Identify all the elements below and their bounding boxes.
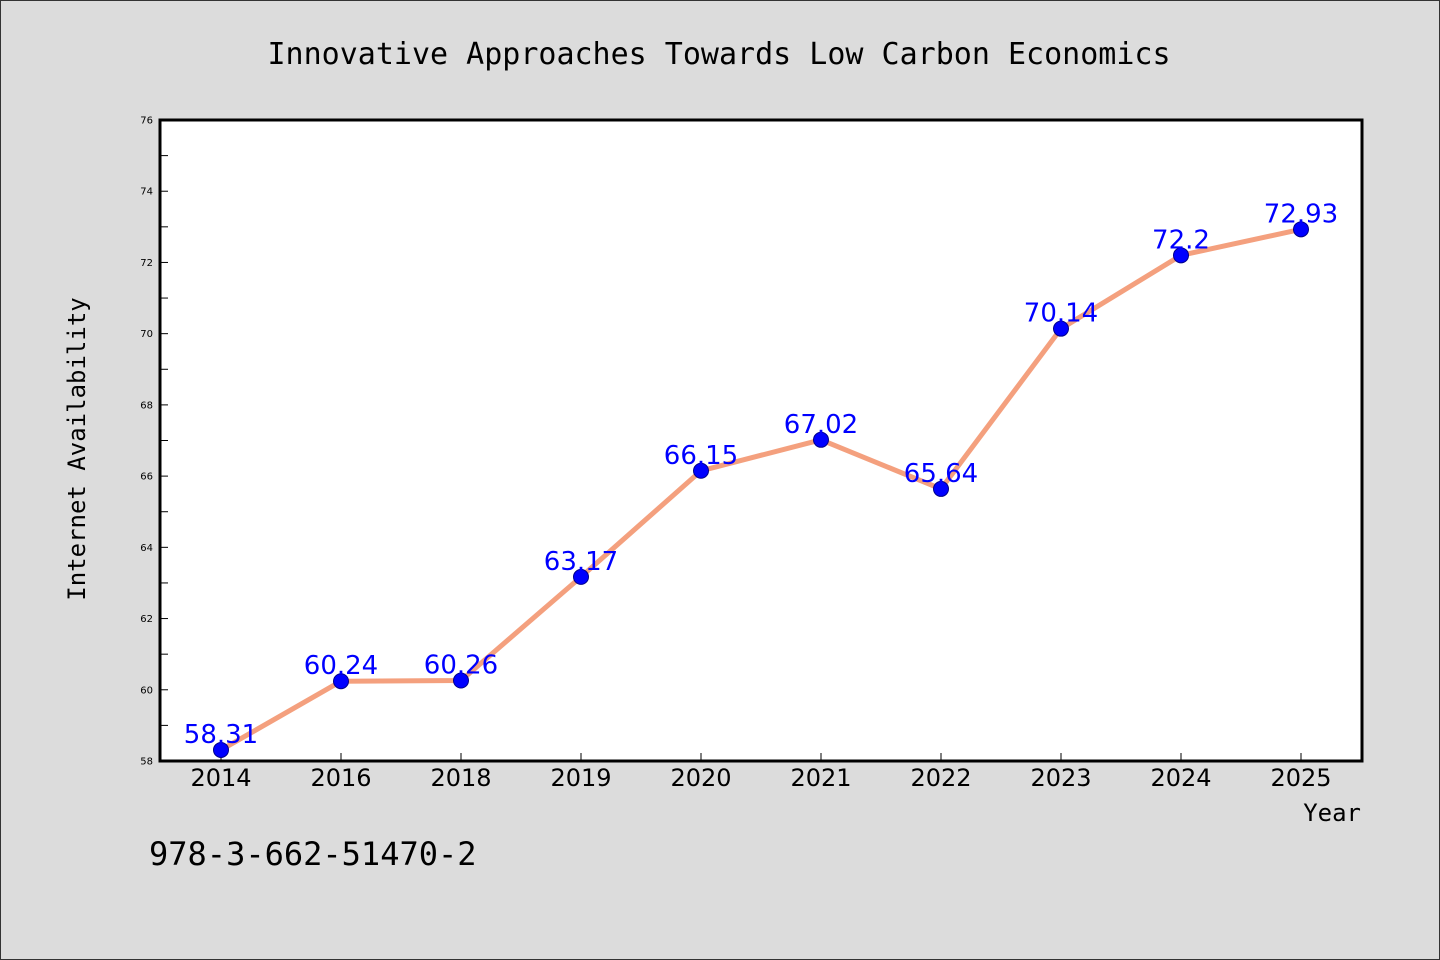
y-tick-label: 58 xyxy=(140,757,153,768)
y-axis-label: Internet Availability xyxy=(63,297,91,600)
data-point-label: 60.24 xyxy=(304,651,378,681)
series-line xyxy=(218,226,1304,753)
data-point-label: 65.64 xyxy=(904,459,978,489)
data-point-marker xyxy=(213,741,229,758)
data-point-marker xyxy=(1053,320,1069,337)
y-tick-label: 70 xyxy=(140,329,153,340)
x-axis: 2014 2016 2018 2019 2020 2021 2022 2023 2024 2025 xyxy=(190,753,1332,792)
data-point-label: 58.31 xyxy=(184,720,258,750)
data-point-label: 67.02 xyxy=(784,410,858,440)
data-point-marker xyxy=(813,431,829,448)
y-axis: 58 60 62 64 66 68 70 72 74 76 xyxy=(140,116,168,768)
isbn-annotation: 978-3-662-51470-2 xyxy=(149,835,477,873)
x-tick-label: 2025 xyxy=(1270,764,1331,792)
data-point-marker xyxy=(693,462,709,479)
series-group: 58.31 60.24 60.26 63.17 66.15 67.02 65.64 70.14… xyxy=(184,199,1338,758)
data-point-label: 72.93 xyxy=(1264,199,1338,229)
data-point-label: 72.2 xyxy=(1152,225,1210,255)
x-tick-label: 2023 xyxy=(1030,764,1091,792)
data-point-label: 60.26 xyxy=(424,651,498,681)
data-point-marker xyxy=(573,568,589,585)
data-point-label: 66.15 xyxy=(664,441,738,471)
y-tick-label: 72 xyxy=(140,258,153,269)
x-tick-label: 2021 xyxy=(790,764,851,792)
y-tick-label: 76 xyxy=(140,116,153,127)
chart-title: Innovative Approaches Towards Low Carbon… xyxy=(267,37,1170,72)
y-tick-label: 74 xyxy=(140,187,153,198)
y-tick-label: 64 xyxy=(140,543,153,554)
data-point-marker xyxy=(1173,247,1189,264)
data-point-marker xyxy=(933,480,949,497)
x-tick-label: 2022 xyxy=(910,764,971,792)
y-tick-label: 68 xyxy=(140,400,153,411)
x-tick-label: 2020 xyxy=(670,764,731,792)
data-point-marker xyxy=(1293,221,1309,238)
x-tick-label: 2024 xyxy=(1150,764,1211,792)
data-point-marker xyxy=(453,672,469,689)
y-tick-label: 66 xyxy=(140,472,153,483)
data-point-label: 63.17 xyxy=(544,547,618,577)
y-tick-label: 60 xyxy=(140,685,153,696)
x-tick-label: 2018 xyxy=(430,764,491,792)
x-axis-label: Year xyxy=(1303,799,1361,827)
y-tick-label: 62 xyxy=(140,614,153,625)
x-tick-label: 2019 xyxy=(550,764,611,792)
data-point-marker xyxy=(333,673,349,690)
x-tick-label: 2014 xyxy=(190,764,251,792)
data-point-label: 70.14 xyxy=(1024,299,1098,329)
plot-area xyxy=(158,118,1364,763)
x-tick-label: 2016 xyxy=(310,764,371,792)
